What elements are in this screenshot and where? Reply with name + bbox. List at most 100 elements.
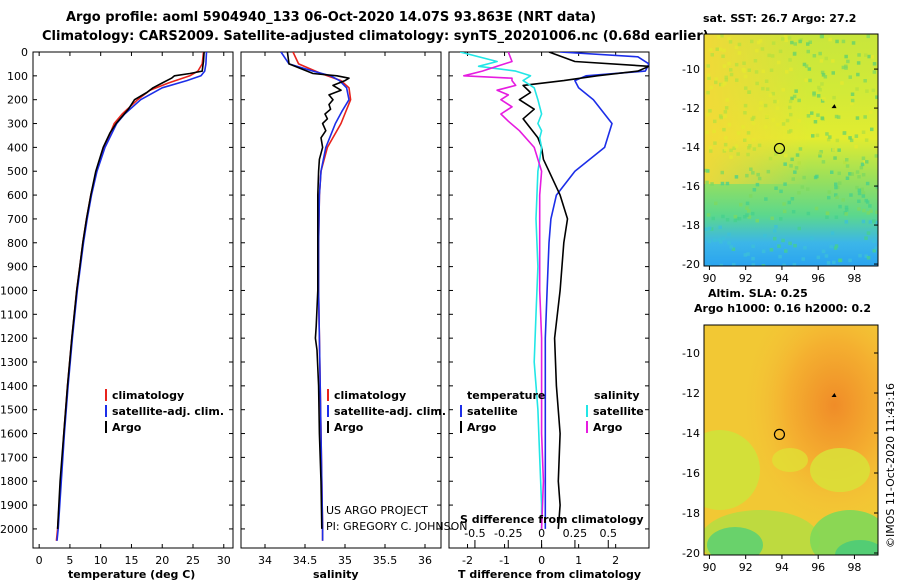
x-tick-label: 1 xyxy=(575,554,582,567)
axis-ticks: 0 5 10 15 20 25 30 34 34.5 35 35.5 36 -2 -1 0 1 2 -0.5 -0.… xyxy=(33,51,649,567)
legend-title-temperature: temperature xyxy=(467,389,545,402)
x-tick-label: 0 xyxy=(36,554,43,567)
x-tick-label: -1 xyxy=(499,554,510,567)
legend-label-climatology: climatology xyxy=(334,389,406,402)
y-tick-label: 500 xyxy=(7,165,28,178)
sla-map-markers xyxy=(773,393,837,440)
series-line-climatology xyxy=(55,52,205,541)
depth-axis: 0 100 200 300 400 500 600 700 800 900 1000 1100 1200… xyxy=(0,46,28,536)
y-tick-label: 300 xyxy=(7,118,28,131)
sst-map-title: sat. SST: 26.7 Argo: 27.2 xyxy=(703,12,856,25)
x-tick-label: 34.5 xyxy=(293,554,318,567)
legend-label-s-argo: Argo xyxy=(593,421,623,434)
map-y-tick-label: -20 xyxy=(682,547,700,560)
x-tick-label: 34 xyxy=(258,554,272,567)
y-tick-label: 200 xyxy=(7,94,28,107)
sla-map-title: Altim. SLA: 0.25 xyxy=(708,287,808,300)
legend-title-salinity: salinity xyxy=(594,389,640,402)
salinity-axis-label: salinity xyxy=(313,568,359,580)
y-tick-label: 1200 xyxy=(0,332,28,345)
map-y-tick-label: -12 xyxy=(682,387,700,400)
figure-title-line2: Climatology: CARS2009. Satellite-adjuste… xyxy=(42,29,709,44)
map-y-tick-label: -12 xyxy=(682,102,700,115)
series-line-argo xyxy=(286,52,350,529)
credit-project: US ARGO PROJECT xyxy=(326,504,428,517)
map-y-tick-label: -18 xyxy=(682,507,700,520)
y-tick-label: 1700 xyxy=(0,451,28,464)
x-tick-label: 2 xyxy=(612,554,619,567)
series-line-s-argo xyxy=(462,52,545,529)
map-y-tick-label: -16 xyxy=(682,467,700,480)
map-x-tick-label: 94 xyxy=(775,561,789,574)
sla-map-image xyxy=(704,325,878,555)
y-tick-label: 0 xyxy=(21,46,28,59)
map-x-tick-label: 90 xyxy=(702,272,716,285)
y-tick-label: 1500 xyxy=(0,404,28,417)
temperature-legend: climatology satellite-adj. clim. Argo xyxy=(105,389,224,434)
temperature-panel-frame xyxy=(32,51,234,549)
map-y-tick-label: -18 xyxy=(682,219,700,232)
temperature-axis-label: temperature (deg C) xyxy=(68,568,195,580)
s-diff-tick-label: 0 xyxy=(538,527,545,540)
y-tick-label: 1100 xyxy=(0,308,28,321)
map-x-tick-label: 92 xyxy=(739,272,753,285)
y-tick-label: 1600 xyxy=(0,428,28,441)
sla-map-frame xyxy=(703,324,879,556)
s-diff-tick-label: -0.5 xyxy=(464,527,485,540)
series-line-t-argo xyxy=(518,52,649,529)
figure-title-line1: Argo profile: aoml 5904940_133 06-Oct-20… xyxy=(66,10,596,25)
difference-inner-label: S difference from climatology xyxy=(460,513,644,526)
salinity-panel-frame xyxy=(240,51,442,549)
map-x-tick-label: 92 xyxy=(739,561,753,574)
x-tick-label: 36 xyxy=(418,554,432,567)
legend-label-climatology: climatology xyxy=(112,389,184,402)
x-tick-label: 15 xyxy=(124,554,138,567)
y-tick-label: 1400 xyxy=(0,380,28,393)
salinity-legend: climatology satellite-adj. clim. Argo xyxy=(327,389,446,434)
y-tick-label: 1300 xyxy=(0,356,28,369)
s-diff-tick-label: -0.25 xyxy=(494,527,522,540)
map-y-tick-label: -14 xyxy=(682,141,700,154)
y-tick-label: 1000 xyxy=(0,284,28,297)
legend-label-argo: Argo xyxy=(334,421,364,434)
x-tick-label: 25 xyxy=(186,554,200,567)
series-line-argo xyxy=(56,52,205,529)
island-marker xyxy=(831,393,837,397)
map-x-tick-label: 98 xyxy=(847,561,861,574)
y-tick-label: 900 xyxy=(7,261,28,274)
sst-map-image xyxy=(704,34,878,266)
legend-label-t-satellite: satellite xyxy=(467,405,518,418)
s-diff-tick-label: 0.25 xyxy=(563,527,588,540)
sla-map-subtitle: Argo h1000: 0.16 h2000: 0.2 xyxy=(694,302,871,315)
legend-label-argo: Argo xyxy=(112,421,142,434)
map-x-tick-label: 90 xyxy=(702,561,716,574)
map-x-tick-label: 98 xyxy=(847,272,861,285)
credit-pi: PI: GREGORY C. JOHNSON xyxy=(326,520,467,533)
float-location-marker xyxy=(773,428,786,440)
x-tick-label: 10 xyxy=(94,554,108,567)
sst-map-markers xyxy=(773,104,837,155)
legend-label-satellite: satellite-adj. clim. xyxy=(334,405,446,418)
sst-map-axes: 90 92 94 96 98 -10 -12 -14 -16 -18 -20 xyxy=(682,63,878,285)
series-line-satellite-adj-clim- xyxy=(56,52,208,541)
sst-map-frame xyxy=(703,33,879,267)
legend-label-t-argo: Argo xyxy=(467,421,497,434)
y-tick-label: 700 xyxy=(7,213,28,226)
series-line-s-satellite xyxy=(459,52,543,529)
map-y-tick-label: -20 xyxy=(682,258,700,271)
map-y-tick-label: -10 xyxy=(682,347,700,360)
difference-axis-label: T difference from climatology xyxy=(458,568,641,580)
island-marker xyxy=(831,104,837,109)
credit-imos: ©IMOS 11-Oct-2020 11:43:16 xyxy=(884,383,897,548)
x-tick-label: 35 xyxy=(338,554,352,567)
difference-legend: temperature salinity satellite Argo sate… xyxy=(460,389,644,434)
x-tick-label: 5 xyxy=(66,554,73,567)
y-tick-label: 100 xyxy=(7,70,28,83)
map-x-tick-label: 96 xyxy=(811,561,825,574)
y-tick-label: 1800 xyxy=(0,475,28,488)
y-tick-label: 400 xyxy=(7,141,28,154)
series-line-satellite-adj-clim- xyxy=(280,52,350,541)
x-tick-label: -2 xyxy=(462,554,473,567)
x-tick-label: 0 xyxy=(538,554,545,567)
